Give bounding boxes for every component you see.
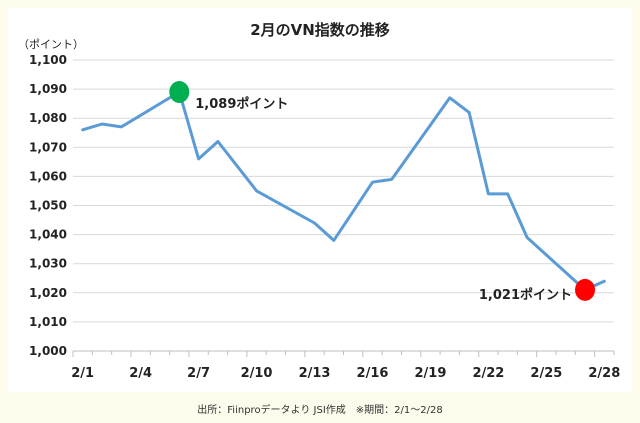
low-point-label: 1,021ポイント	[479, 287, 572, 303]
low-point-marker	[575, 278, 596, 301]
y-tick-label: 1,090	[29, 82, 67, 96]
data-point	[351, 209, 355, 213]
y-tick-label: 1,070	[29, 140, 67, 154]
y-tick-label: 1,100	[29, 53, 67, 67]
data-point	[119, 125, 123, 129]
data-point	[332, 238, 336, 242]
y-tick-label: 1,050	[29, 199, 67, 213]
x-tick-label: 2/25	[530, 366, 562, 381]
high-point-label: 1,089ポイント	[195, 96, 288, 112]
data-point	[216, 139, 220, 143]
data-point	[81, 128, 85, 132]
y-axis-unit: （ポイント）	[18, 38, 84, 51]
x-tick-label: 2/7	[187, 366, 210, 381]
y-tick-label: 1,000	[29, 344, 67, 358]
y-tick-label: 1,060	[29, 169, 67, 183]
data-point	[197, 157, 201, 161]
source-note: 出所：Fiinproデータより JSI作成 ※期間：2/1～2/28	[197, 405, 443, 416]
x-tick-label: 2/28	[588, 366, 620, 381]
x-tick-label: 2/13	[299, 366, 331, 381]
y-tick-label: 1,010	[29, 315, 67, 329]
x-tick-label: 2/1	[71, 366, 94, 381]
x-tick-label: 2/16	[357, 366, 389, 381]
x-tick-label: 2/22	[472, 366, 504, 381]
y-tick-label: 1,030	[29, 257, 67, 271]
x-tick-label: 2/10	[241, 366, 273, 381]
series-line	[81, 90, 606, 292]
data-point	[313, 221, 317, 225]
chart-title: 2月のVN指数の推移	[250, 21, 390, 39]
y-tick-label: 1,040	[29, 228, 67, 242]
data-point	[506, 192, 510, 196]
data-point	[525, 236, 529, 240]
data-point	[100, 122, 104, 126]
y-tick-label: 1,020	[29, 286, 67, 300]
high-point-marker	[169, 81, 190, 104]
y-tick-label: 1,080	[29, 111, 67, 125]
data-point	[390, 177, 394, 181]
data-point	[370, 180, 374, 184]
data-point	[467, 110, 471, 114]
x-tick-label: 2/19	[415, 366, 447, 381]
data-point	[448, 96, 452, 100]
chart-panel: 2月のVN指数の推移 （ポイント） 1,000 1,010 1,020 1,030 1,…	[8, 8, 632, 392]
data-point	[486, 192, 490, 196]
vn-index-line-chart: 2月のVN指数の推移 （ポイント） 1,000 1,010 1,020 1,030 1,…	[18, 21, 620, 381]
x-tick-label: 2/4	[129, 366, 152, 381]
data-point	[255, 189, 259, 193]
data-point	[602, 279, 606, 283]
